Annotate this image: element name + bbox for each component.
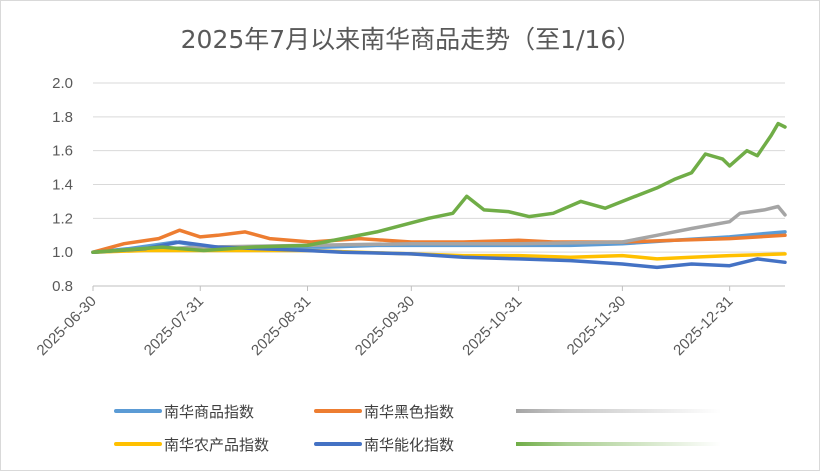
y-tick-label: 1.4: [52, 177, 73, 194]
x-tick-label: 2025-08-31: [248, 293, 314, 359]
x-tick-label: 2025-12-31: [670, 293, 736, 359]
series-line-5: [91, 240, 787, 270]
legend-swatch-6: [516, 442, 721, 446]
y-tick-label: 1.8: [52, 109, 73, 126]
legend-label-2: 南华黑色指数: [364, 403, 454, 421]
legend-swatch-3: [516, 409, 721, 413]
series-lines: [91, 121, 787, 270]
x-tick-label: 2025-11-30: [564, 293, 629, 358]
y-tick-label: 1.6: [52, 143, 73, 160]
chart-title: 2025年7月以来南华商品走势（至1/16）: [181, 25, 642, 54]
y-tick-label: 1.0: [52, 244, 73, 261]
x-tick-label: 2025-09-30: [352, 293, 418, 359]
legend-label-4: 南华农产品指数: [164, 436, 269, 454]
x-tick-label: 2025-10-31: [459, 293, 525, 359]
x-axis: 2025-06-30 2025-07-31 2025-08-31 2025-09-30…: [34, 285, 785, 359]
y-tick-label: 1.2: [52, 210, 73, 227]
legend-label-1: 南华商品指数: [164, 403, 254, 421]
y-tick-label: 2.0: [52, 75, 73, 92]
x-tick-label: 2025-07-31: [141, 293, 207, 359]
y-tick-label: 0.8: [52, 278, 73, 295]
legend-label-5: 南华能化指数: [364, 436, 454, 454]
x-tick-label: 2025-06-30: [34, 293, 100, 359]
y-axis-ticks: 0.8 1.0 1.2 1.4 1.6 1.8 2.0: [52, 75, 73, 295]
series-line-6: [91, 121, 787, 254]
